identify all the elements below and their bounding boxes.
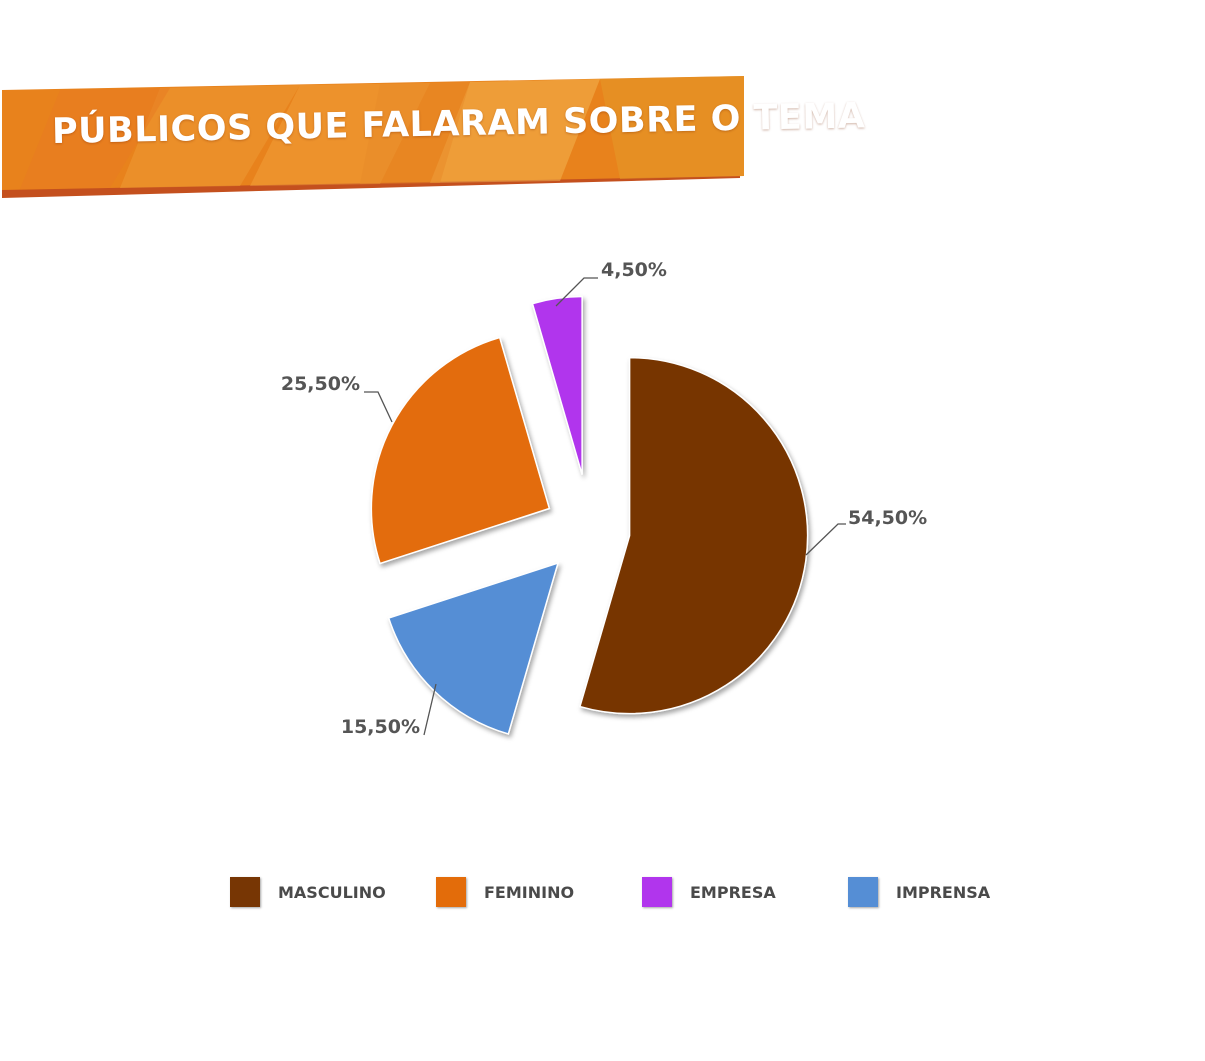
legend-item-masculino: MASCULINO [230,874,386,910]
legend-label-imprensa: IMPRENSA [896,882,991,902]
leader-line-masculino [805,523,846,556]
chart-legend: MASCULINO FEMININO EMPRESA IMPRENSA [230,874,1010,910]
pie-slice-empresa [531,295,583,475]
legend-item-imprensa: IMPRENSA [848,874,990,910]
pie-slice-imprensa [387,561,560,735]
legend-swatch-feminino [436,877,466,907]
leader-line-empresa [555,277,598,307]
legend-swatch-empresa [642,877,672,907]
legend-label-masculino: MASCULINO [278,882,386,902]
legend-label-empresa: EMPRESA [690,882,776,902]
pie-slice-feminino [370,336,551,565]
data-label-masculino: 54,50% [848,507,927,529]
pie-slice-masculino [579,356,809,715]
data-label-imprensa: 15,50% [341,716,420,738]
legend-item-empresa: EMPRESA [642,874,776,910]
data-label-empresa: 4,50% [601,259,667,281]
title-banner [2,76,744,198]
leader-line-imprensa [423,683,437,736]
data-label-feminino: 25,50% [281,373,360,395]
leader-line-feminino [364,391,393,423]
legend-label-feminino: FEMININO [484,882,575,902]
legend-swatch-imprensa [848,877,878,907]
legend-item-feminino: FEMININO [436,874,574,910]
legend-swatch-masculino [230,877,260,907]
